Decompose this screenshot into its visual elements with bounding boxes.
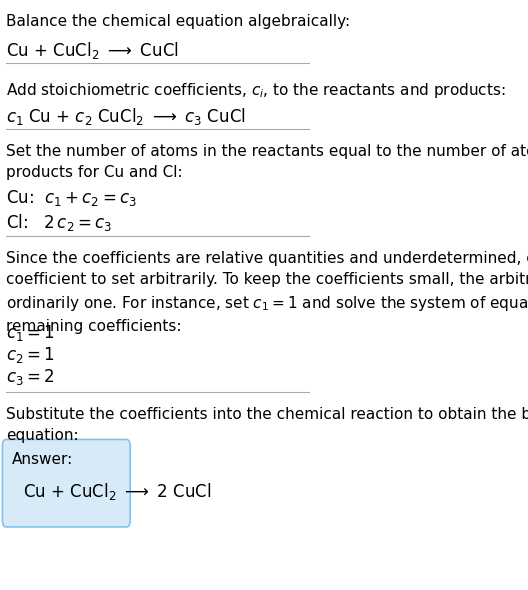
Text: Substitute the coefficients into the chemical reaction to obtain the balanced
eq: Substitute the coefficients into the che… — [6, 407, 528, 442]
Text: Balance the chemical equation algebraically:: Balance the chemical equation algebraica… — [6, 14, 350, 30]
Text: Set the number of atoms in the reactants equal to the number of atoms in the
pro: Set the number of atoms in the reactants… — [6, 144, 528, 180]
Text: Cu:  $c_1 + c_2 = c_3$: Cu: $c_1 + c_2 = c_3$ — [6, 188, 137, 208]
Text: Answer:: Answer: — [12, 453, 73, 467]
Text: Cl:   $2\, c_2 = c_3$: Cl: $2\, c_2 = c_3$ — [6, 212, 112, 232]
Text: $c_3 = 2$: $c_3 = 2$ — [6, 367, 54, 387]
Text: Since the coefficients are relative quantities and underdetermined, choose a
coe: Since the coefficients are relative quan… — [6, 251, 528, 334]
Text: Add stoichiometric coefficients, $c_i$, to the reactants and products:: Add stoichiometric coefficients, $c_i$, … — [6, 81, 506, 100]
Text: Cu + CuCl$_2$ $\longrightarrow$ CuCl: Cu + CuCl$_2$ $\longrightarrow$ CuCl — [6, 40, 179, 61]
Text: $c_1 = 1$: $c_1 = 1$ — [6, 323, 55, 343]
Text: Cu + CuCl$_2$ $\longrightarrow$ 2 CuCl: Cu + CuCl$_2$ $\longrightarrow$ 2 CuCl — [23, 481, 212, 502]
Text: $c_1$ Cu + $c_2$ CuCl$_2$ $\longrightarrow$ $c_3$ CuCl: $c_1$ Cu + $c_2$ CuCl$_2$ $\longrightarr… — [6, 106, 246, 127]
FancyBboxPatch shape — [2, 440, 130, 527]
Text: $c_2 = 1$: $c_2 = 1$ — [6, 345, 55, 365]
